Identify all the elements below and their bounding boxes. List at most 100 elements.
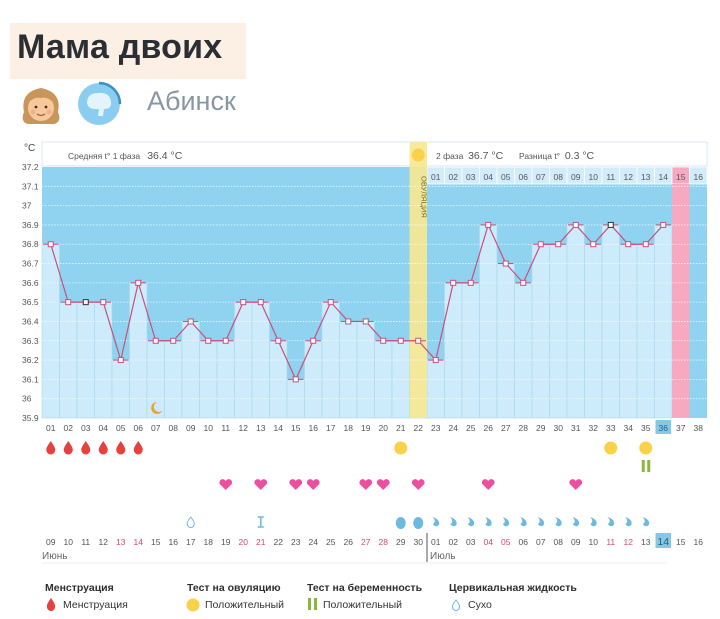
cycle-day-label[interactable]: 32 — [589, 423, 599, 433]
fluid-watery-icon[interactable] — [467, 517, 475, 527]
fluid-watery-icon[interactable] — [625, 517, 632, 527]
calendar-date-label[interactable]: 20 — [239, 537, 249, 547]
heart-icon[interactable] — [289, 479, 303, 490]
calendar-date-label[interactable]: 12 — [99, 537, 109, 547]
temperature-point[interactable] — [205, 337, 212, 344]
fluid-watery-icon[interactable] — [450, 517, 457, 527]
temperature-point[interactable] — [362, 318, 369, 325]
temperature-point[interactable] — [625, 241, 632, 248]
cycle-day-label[interactable]: 18 — [344, 423, 354, 433]
cycle-day-label[interactable]: 35 — [641, 423, 651, 433]
calendar-date-label[interactable]: 16 — [694, 537, 704, 547]
heart-icon[interactable] — [569, 479, 583, 490]
temperature-point[interactable] — [555, 241, 562, 248]
calendar-date-label[interactable]: 18 — [204, 537, 214, 547]
temperature-point[interactable] — [397, 337, 404, 344]
calendar-date-label[interactable]: 01 — [431, 537, 441, 547]
temperature-point[interactable] — [415, 337, 422, 344]
fluid-dry-icon[interactable] — [186, 516, 195, 528]
fluid-watery-icon[interactable] — [432, 517, 440, 527]
temperature-point[interactable] — [100, 299, 107, 306]
temperature-point[interactable] — [450, 279, 457, 286]
fluid-watery-icon[interactable] — [520, 517, 527, 527]
temperature-point[interactable] — [65, 299, 72, 306]
cycle-day-label[interactable]: 37 — [676, 423, 686, 433]
temperature-point[interactable] — [502, 260, 509, 267]
fluid-watery-icon[interactable] — [572, 517, 580, 527]
temperature-point[interactable] — [82, 299, 89, 306]
calendar-date-label[interactable]: 05 — [501, 537, 511, 547]
calendar-date-label[interactable]: 09 — [46, 537, 56, 547]
cycle-day-label[interactable]: 15 — [291, 423, 301, 433]
cycle-day-label[interactable]: 11 — [221, 423, 230, 433]
temperature-point[interactable] — [310, 337, 317, 344]
fluid-watery-icon[interactable] — [555, 517, 562, 527]
menstruation-icon[interactable] — [133, 441, 143, 455]
cycle-day-label[interactable]: 14 — [274, 423, 284, 433]
temperature-point[interactable] — [590, 241, 597, 248]
cycle-day-label[interactable]: 19 — [361, 423, 371, 433]
cycle-day-label[interactable]: 21 — [396, 423, 406, 433]
cycle-day-label[interactable]: 04 — [99, 423, 109, 433]
heart-icon[interactable] — [481, 479, 495, 490]
calendar-date-label[interactable]: 13 — [116, 537, 126, 547]
calendar-date-label[interactable]: 26 — [344, 537, 354, 547]
cycle-day-label[interactable]: 24 — [449, 423, 459, 433]
fluid-watery-icon[interactable] — [485, 517, 492, 527]
calendar-date-label[interactable]: 16 — [169, 537, 179, 547]
temperature-point[interactable] — [520, 279, 527, 286]
cycle-day-label[interactable]: 09 — [186, 423, 196, 433]
cycle-day-label[interactable]: 13 — [256, 423, 266, 433]
cycle-day-label[interactable]: 03 — [81, 423, 91, 433]
calendar-date-label[interactable]: 08 — [554, 537, 564, 547]
fluid-sticky-icon[interactable] — [257, 516, 264, 528]
cycle-day-label[interactable]: 31 — [571, 423, 581, 433]
temperature-point[interactable] — [170, 337, 177, 344]
temperature-point[interactable] — [537, 241, 544, 248]
temperature-point[interactable] — [572, 221, 579, 228]
calendar-date-label[interactable]: 22 — [274, 537, 284, 547]
heart-icon[interactable] — [376, 479, 390, 490]
cycle-day-label[interactable]: 08 — [169, 423, 179, 433]
calendar-date-label[interactable]: 03 — [466, 537, 476, 547]
menstruation-icon[interactable] — [63, 441, 73, 455]
calendar-date-label[interactable]: 24 — [309, 537, 319, 547]
temperature-point[interactable] — [485, 221, 492, 228]
heart-icon[interactable] — [306, 479, 320, 490]
cycle-day-label[interactable]: 22 — [414, 423, 424, 433]
menstruation-icon[interactable] — [116, 441, 126, 455]
calendar-date-label[interactable]: 11 — [81, 537, 90, 547]
calendar-date-label[interactable]: 25 — [326, 537, 336, 547]
calendar-date-label[interactable]: 06 — [519, 537, 529, 547]
calendar-date-label[interactable]: 14 — [657, 536, 669, 548]
cycle-day-label[interactable]: 20 — [379, 423, 389, 433]
calendar-date-label[interactable]: 15 — [676, 537, 686, 547]
calendar-date-label[interactable]: 13 — [641, 537, 651, 547]
temperature-point[interactable] — [187, 318, 194, 325]
ovulation-test-positive-icon[interactable] — [639, 441, 653, 455]
fluid-creamy-icon[interactable] — [395, 517, 406, 529]
temperature-point[interactable] — [240, 299, 247, 306]
calendar-date-label[interactable]: 17 — [186, 537, 196, 547]
cycle-day-label[interactable]: 29 — [536, 423, 546, 433]
calendar-date-label[interactable]: 02 — [449, 537, 459, 547]
temperature-point[interactable] — [47, 241, 54, 248]
cycle-day-label[interactable]: 05 — [116, 423, 126, 433]
cycle-day-label[interactable]: 10 — [204, 423, 214, 433]
temperature-point[interactable] — [222, 337, 229, 344]
temperature-point[interactable] — [660, 221, 667, 228]
cycle-day-label[interactable]: 26 — [484, 423, 494, 433]
ovulation-test-positive-icon[interactable] — [394, 441, 408, 455]
cycle-day-label[interactable]: 28 — [519, 423, 529, 433]
cycle-day-label[interactable]: 07 — [151, 423, 161, 433]
calendar-date-label[interactable]: 15 — [151, 537, 161, 547]
cycle-day-label[interactable]: 01 — [46, 423, 56, 433]
temperature-point[interactable] — [345, 318, 352, 325]
calendar-date-label[interactable]: 12 — [624, 537, 634, 547]
cycle-day-label[interactable]: 16 — [309, 423, 319, 433]
cycle-day-label[interactable]: 34 — [624, 423, 634, 433]
calendar-date-label[interactable]: 23 — [291, 537, 301, 547]
pregnancy-test-positive-icon[interactable] — [641, 460, 645, 472]
calendar-date-label[interactable]: 29 — [396, 537, 406, 547]
temperature-point[interactable] — [275, 337, 282, 344]
